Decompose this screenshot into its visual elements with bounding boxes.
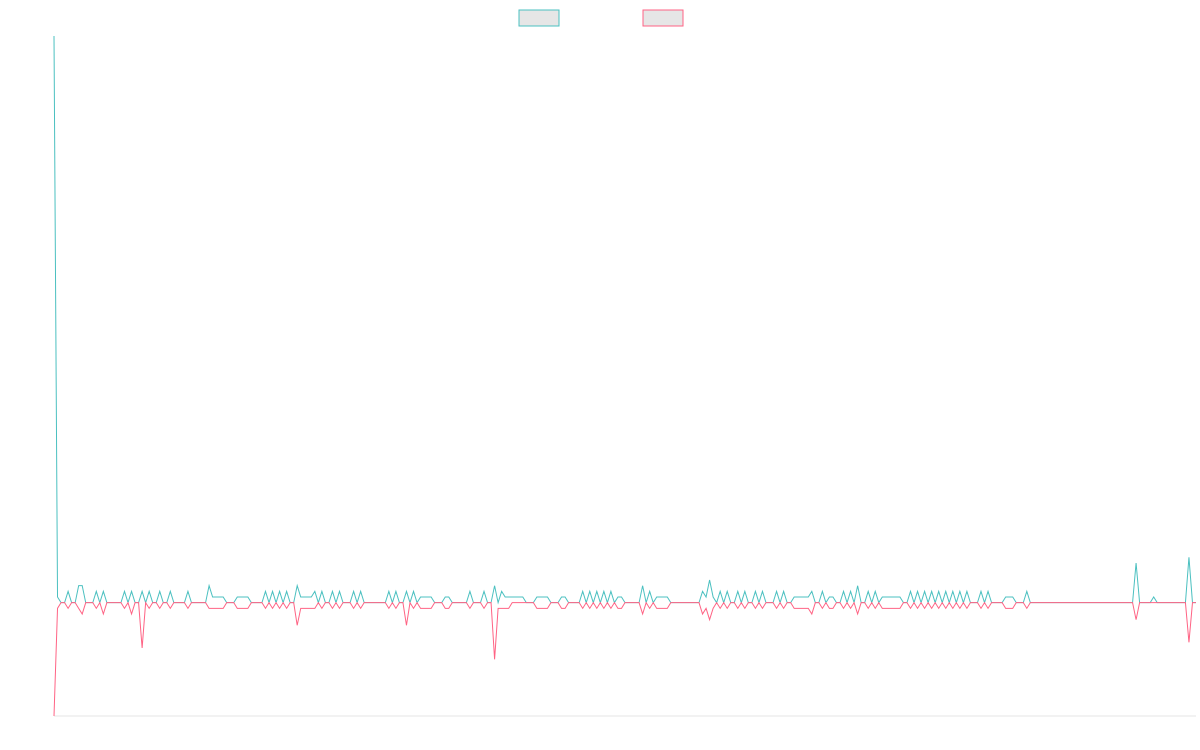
legend-item-1[interactable] xyxy=(518,9,560,27)
legend xyxy=(518,9,684,27)
series-line-2 xyxy=(53,601,1196,717)
legend-item-2[interactable] xyxy=(642,9,684,27)
series-line-1 xyxy=(53,35,1196,605)
legend-swatch-2 xyxy=(642,9,684,27)
legend-swatch-1 xyxy=(518,9,560,27)
series-layer xyxy=(53,35,1196,717)
